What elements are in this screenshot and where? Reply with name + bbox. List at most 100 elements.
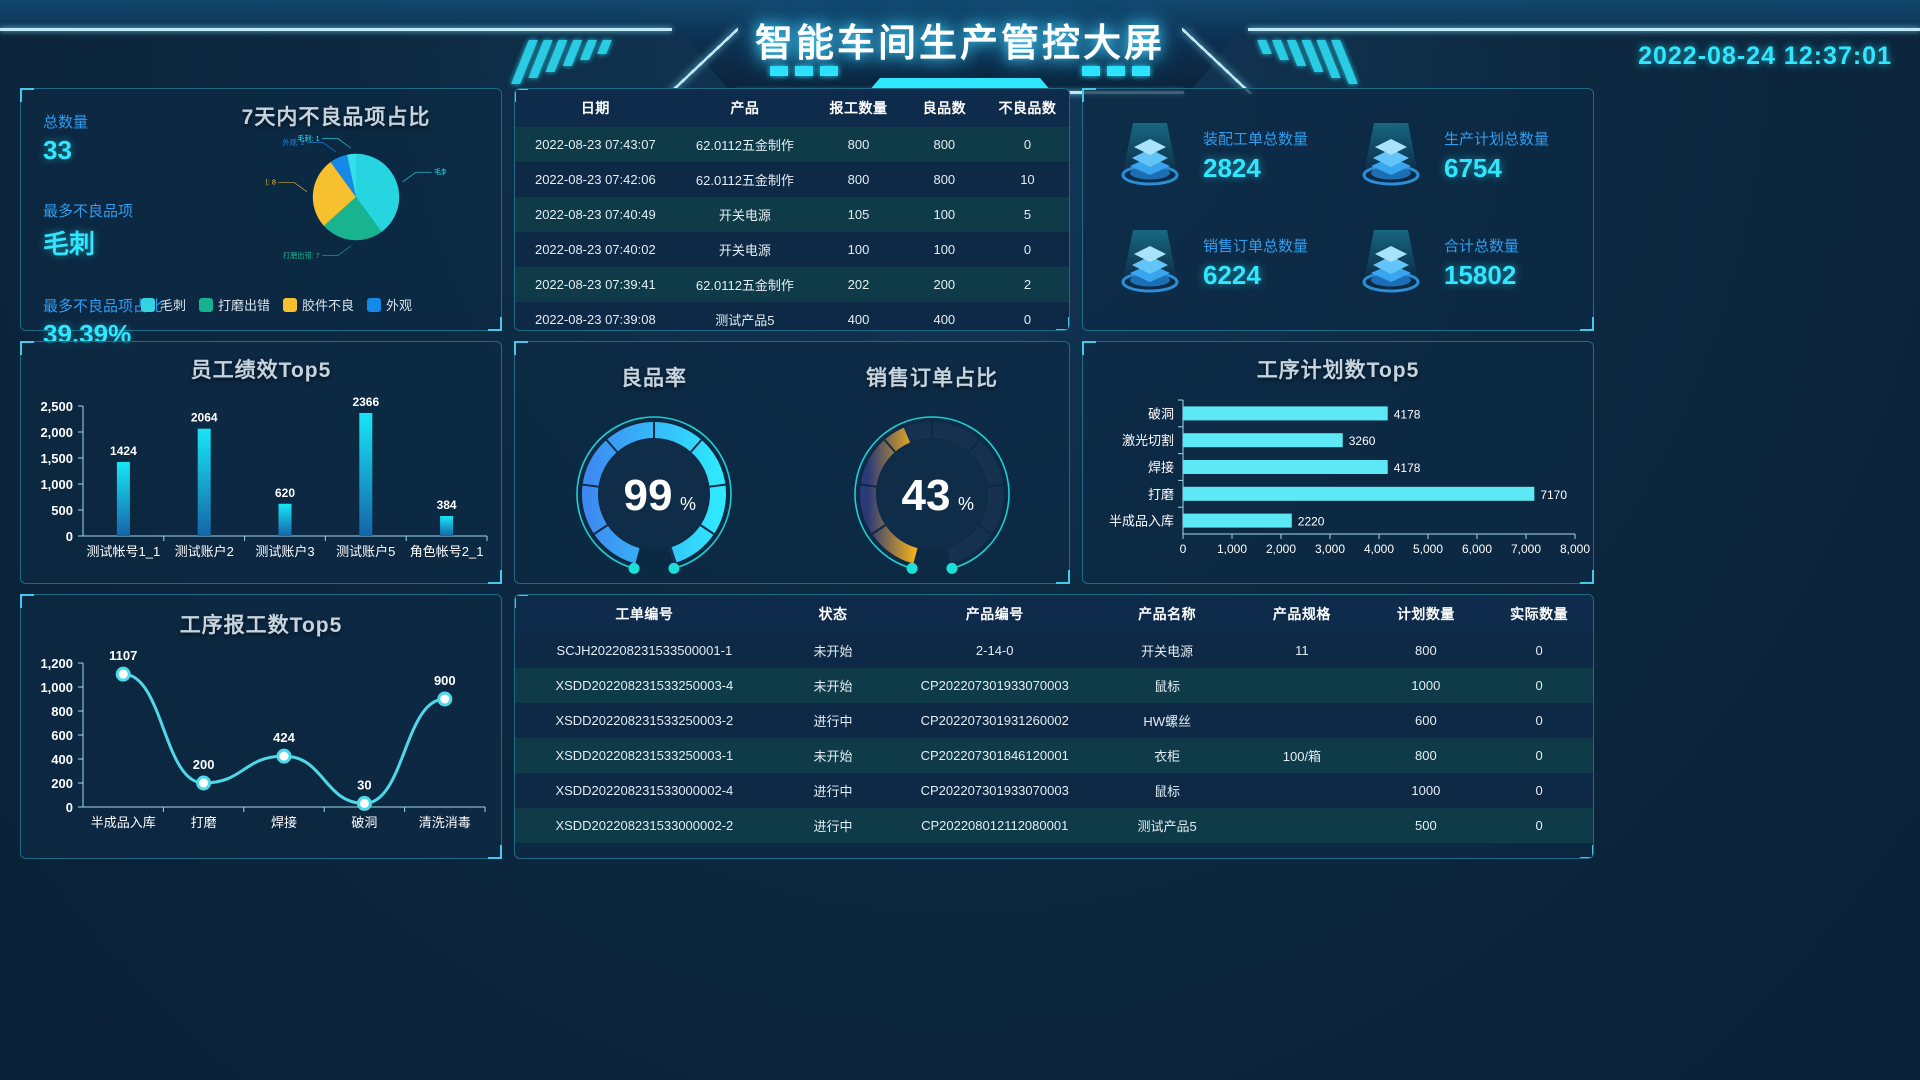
table-cell: 0 — [1485, 668, 1593, 703]
bar-value-label: 384 — [437, 498, 457, 512]
kpi-tile[interactable]: 销售订单总数量 6224 — [1097, 210, 1338, 317]
table-cell: 800 — [1366, 738, 1486, 773]
table-cell — [1237, 808, 1367, 843]
x-axis-tick: 5,000 — [1413, 542, 1443, 556]
kpi-tile-value: 6224 — [1203, 259, 1261, 290]
employee-chart-title: 员工绩效Top5 — [190, 359, 332, 382]
x-axis-tick: 打磨 — [191, 815, 217, 830]
table-row[interactable]: 2022-08-23 07:40:02 开关电源 100 100 0 — [515, 232, 1069, 267]
kpi-tile-value: 6754 — [1444, 153, 1502, 184]
table-cell: 进行中 — [773, 773, 893, 808]
bar — [1183, 486, 1535, 501]
legend-item-0: 毛刺 — [141, 295, 186, 314]
column-header: 日期 — [515, 89, 676, 127]
table-row[interactable]: 2022-08-23 07:43:07 62.0112五金制作 800 800 0 — [515, 127, 1069, 162]
table-row[interactable]: XSDD202208231533000002-4 进行中 CP20220730193… — [515, 773, 1593, 808]
y-axis-tick: 800 — [51, 704, 73, 719]
process-plan-chart: 4178 破洞 3260 激光切割 4178 焊接 7170 打磨 2220 半成品入库 0 1,00… — [1109, 399, 1590, 556]
table-row[interactable]: 2022-08-23 07:42:06 62.0112五金制作 800 800 10 — [515, 162, 1069, 197]
table-row[interactable]: 2022-08-23 07:40:49 开关电源 105 100 5 — [515, 197, 1069, 232]
gauge-good-rate-ring: 99% — [576, 416, 732, 574]
kpi-tile-label: 销售订单总数量 — [1203, 237, 1309, 255]
legend-item-2: 胶件不良 — [283, 295, 354, 314]
table-cell: 开关电源 — [1097, 633, 1238, 668]
table-cell — [1237, 668, 1367, 703]
line-point-label: 30 — [357, 777, 371, 792]
table-row[interactable]: 2022-08-23 07:39:41 62.0112五金制作 202 200 2 — [515, 267, 1069, 302]
bar — [278, 503, 292, 536]
header-slope-left — [668, 28, 738, 94]
bar-value-label: 2064 — [191, 411, 218, 425]
header-datetime: 2022-08-24 12:37:01 — [1638, 42, 1892, 70]
gauge-end-dot — [946, 562, 958, 574]
gauge-tick — [978, 524, 993, 535]
kpi-tile[interactable]: 合计总数量 15802 — [1338, 210, 1579, 317]
table-cell: CP202207301933070003 — [892, 668, 1098, 703]
gauge-title-good-rate: 良品率 — [621, 367, 687, 390]
gauge-tick — [593, 524, 608, 535]
pie-slice-label: 打磨出错: 7 — [283, 251, 320, 260]
table-cell: CP202208012112080001 — [892, 808, 1098, 843]
table-cell: 衣柜 — [1097, 738, 1238, 773]
gauge-value: 99 — [624, 471, 673, 520]
header-teeth-left-icon — [770, 66, 838, 76]
kpi-label-top-defect-ratio: 最多不良品项占比 — [43, 298, 164, 315]
table-row[interactable]: XSDD202208231533250003-2 进行中 CP20220730193… — [515, 703, 1593, 738]
pie-slice — [312, 162, 356, 226]
pie-slice-label: 毛刺: 1 — [297, 134, 319, 143]
table-cell: 100 — [902, 197, 986, 232]
bar-value-label: 7170 — [1540, 488, 1567, 502]
table-row[interactable]: XSDD202208231533000002-2 进行中 CP20220801211… — [515, 808, 1593, 843]
column-header: 产品 — [675, 89, 815, 127]
column-header: 实际数量 — [1485, 595, 1593, 633]
process-report-panel: 工序报工数Top5 0 200 400 600 800 1,000 1,200 半成品入库 打磨… — [20, 594, 502, 859]
process-report-title: 工序报工数Top5 — [179, 614, 343, 637]
legend-swatch-0 — [141, 297, 155, 312]
table-cell: 400 — [814, 302, 903, 330]
x-axis-tick: 测试账户2 — [175, 544, 234, 559]
x-axis-tick: 测试帐号1_1 — [87, 544, 161, 559]
bar — [1183, 406, 1388, 421]
defect-ratio-panel: 总数量 33 最多不良品项 毛刺 最多不良品项占比 39.39% 7天内不良品项… — [20, 88, 502, 349]
y-axis-tick: 打磨 — [1148, 487, 1174, 502]
pie-chart-title: 7天内不良品项占比 — [241, 106, 431, 129]
table-row[interactable]: XSDD202208231533250003-1 未开始 CP20220730184… — [515, 738, 1593, 773]
defect-pie-chart: 毛刺: 12 打磨出错: 7 胶件不良: 8 外观: 2毛刺: 1 — [266, 134, 446, 260]
table-row[interactable]: SCJH202208231533500001-1 未开始 2-14-0 开关电源 11 8… — [515, 633, 1593, 668]
bar — [197, 428, 211, 536]
table-row[interactable]: 2022-08-23 07:39:08 测试产品5 400 400 0 — [515, 302, 1069, 330]
kpi-tile[interactable]: 生产计划总数量 6754 — [1338, 103, 1579, 210]
y-axis-tick: 2,500 — [40, 399, 73, 414]
layers-stack-icon — [1121, 229, 1179, 293]
column-header: 工单编号 — [515, 595, 774, 633]
bar-value-label: 1424 — [110, 444, 137, 458]
kpi-tile[interactable]: 装配工单总数量 2824 — [1097, 103, 1338, 210]
bar — [116, 461, 130, 536]
table-row[interactable]: XSDD202208231533250003-4 未开始 CP20220730193… — [515, 668, 1593, 703]
x-axis-tick: 7,000 — [1511, 542, 1541, 556]
table-cell: 未开始 — [773, 668, 893, 703]
bar-value-label: 620 — [275, 486, 295, 500]
table-cell: 2-14-0 — [892, 633, 1098, 668]
gauge-unit: % — [680, 494, 696, 514]
gauge-start-dot — [906, 562, 918, 574]
legend-label-1: 打磨出错 — [218, 298, 271, 313]
kpi-tile-label: 装配工单总数量 — [1203, 131, 1309, 149]
table-cell: 200 — [902, 267, 986, 302]
line-point — [196, 775, 212, 791]
rate-gauges-panel: 良品率 99% 销售订单占比 43% — [514, 341, 1070, 584]
legend-swatch-1 — [199, 297, 214, 312]
table-cell: 2 — [985, 267, 1069, 302]
y-axis-tick: 激光切割 — [1122, 433, 1174, 448]
table-cell: 0 — [1485, 773, 1593, 808]
table-cell: 500 — [1366, 808, 1486, 843]
y-axis-tick: 1,200 — [40, 656, 73, 671]
gauge-value: 43 — [902, 471, 951, 520]
table-cell: SCJH202208231533500001-1 — [515, 633, 774, 668]
pie-leader-line — [322, 138, 352, 149]
y-axis-tick: 600 — [51, 728, 73, 743]
table-cell: 600 — [1366, 703, 1486, 738]
y-axis-tick: 2,000 — [40, 425, 73, 440]
x-axis-tick: 8,000 — [1560, 542, 1590, 556]
line-point — [276, 748, 292, 764]
